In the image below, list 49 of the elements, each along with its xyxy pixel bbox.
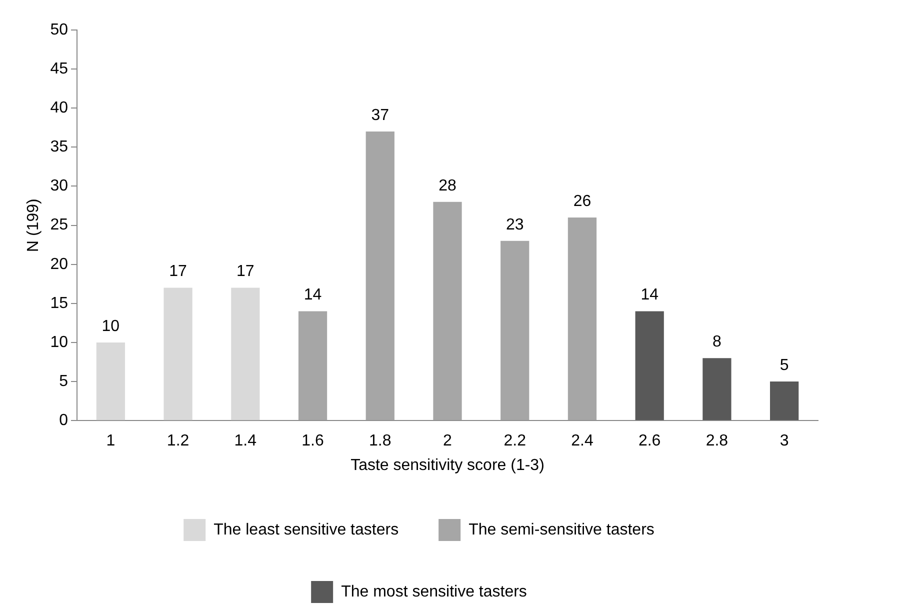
y-axis-title: N (199) xyxy=(25,198,42,252)
bar xyxy=(702,358,732,420)
bar xyxy=(231,288,260,420)
x-tick-label: 1.8 xyxy=(369,432,392,450)
y-tick-label: 5 xyxy=(59,372,68,390)
legend-label: The least sensitive tasters xyxy=(214,521,399,538)
data-label: 17 xyxy=(236,263,254,280)
bar xyxy=(366,132,394,420)
data-label: 28 xyxy=(438,177,456,194)
y-tick-label: 20 xyxy=(50,256,68,273)
data-label: 10 xyxy=(102,318,120,335)
data-label: 17 xyxy=(169,263,188,280)
data-label: 26 xyxy=(573,192,592,210)
y-tick-label: 35 xyxy=(50,138,68,156)
y-tick-label: 45 xyxy=(50,60,68,78)
bar xyxy=(568,217,597,420)
y-tick-label: 50 xyxy=(50,21,68,38)
x-tick-label: 2.4 xyxy=(571,432,594,450)
x-tick-label: 1 xyxy=(106,432,116,450)
data-label: 5 xyxy=(780,356,789,374)
data-label: 8 xyxy=(712,334,722,351)
data-label: 14 xyxy=(640,286,659,304)
bar xyxy=(500,240,530,420)
x-tick-label: 3 xyxy=(780,432,789,450)
x-tick-label: 1.6 xyxy=(302,432,324,450)
bar xyxy=(298,311,328,420)
legend-label: The semi-sensitive tasters xyxy=(468,521,654,538)
data-label: 37 xyxy=(371,106,390,124)
bar xyxy=(635,311,664,420)
x-tick-label: 1.2 xyxy=(166,432,190,450)
x-tick-label: 2.8 xyxy=(706,432,728,450)
x-tick-label: 2.2 xyxy=(504,432,526,450)
y-tick-label: 40 xyxy=(50,100,68,117)
y-tick-label: 25 xyxy=(50,216,68,234)
y-tick-label: 30 xyxy=(50,178,68,195)
x-tick-label: 2 xyxy=(443,432,452,450)
bar xyxy=(770,382,799,420)
x-axis-title: Taste sensitivity score (1-3) xyxy=(350,456,544,474)
y-tick-label: 0 xyxy=(59,412,68,430)
data-label: 23 xyxy=(506,216,524,234)
y-tick-label: 10 xyxy=(50,334,68,351)
legend-label: The most sensitive tasters xyxy=(341,583,527,600)
data-label: 14 xyxy=(304,286,322,304)
x-tick-label: 2.6 xyxy=(638,432,661,450)
x-tick-label: 1.4 xyxy=(234,432,257,450)
bar xyxy=(96,342,125,420)
bar xyxy=(164,288,192,420)
y-tick-label: 15 xyxy=(50,294,68,312)
bar xyxy=(433,202,462,420)
